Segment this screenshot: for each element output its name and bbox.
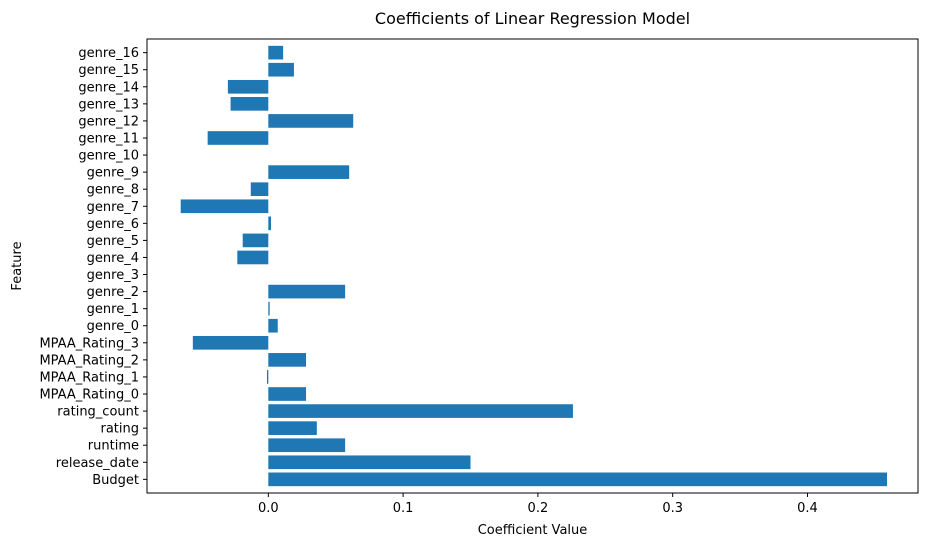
x-tick-label: 0.3 — [662, 501, 683, 516]
y-tick-label: runtime — [88, 439, 139, 454]
x-tick-label: 0.2 — [528, 501, 549, 516]
bar-release_date — [268, 455, 471, 470]
bar-genre_6 — [268, 216, 272, 231]
bar-genre_15 — [268, 62, 294, 77]
y-tick-label: MPAA_Rating_1 — [39, 370, 139, 385]
y-tick-label: genre_4 — [87, 251, 139, 266]
y-tick-label: genre_0 — [87, 319, 139, 334]
bar-genre_5 — [242, 233, 269, 248]
bar-genre_4 — [237, 250, 269, 265]
bar-genre_14 — [227, 79, 269, 94]
y-tick-label: Budget — [92, 473, 139, 488]
bar-genre_1 — [268, 301, 270, 316]
bar-genre_2 — [268, 284, 346, 299]
y-tick-label: genre_2 — [87, 285, 139, 300]
bar-genre_13 — [230, 97, 269, 111]
bar-genre_11 — [207, 131, 269, 145]
y-tick-label: genre_8 — [87, 183, 139, 198]
plot-frame — [146, 38, 919, 494]
y-tick-label: genre_9 — [87, 166, 139, 181]
y-tick-label: genre_10 — [78, 149, 139, 164]
bar-genre_7 — [180, 199, 269, 214]
bars-layer — [180, 45, 887, 487]
x-tick-label: 0.4 — [797, 501, 818, 516]
bar-Budget — [268, 472, 887, 487]
y-tick-label: MPAA_Rating_3 — [39, 336, 139, 351]
bar-genre_9 — [268, 165, 350, 179]
y-tick-label: genre_5 — [87, 234, 139, 249]
chart-title: Coefficients of Linear Regression Model — [375, 9, 690, 28]
y-tick-label: genre_7 — [87, 200, 139, 215]
bar-MPAA_Rating_0 — [268, 387, 307, 401]
bar-runtime — [268, 438, 346, 453]
y-tick-label: genre_1 — [87, 302, 139, 317]
y-tick-label: genre_12 — [78, 114, 139, 129]
y-tick-label: rating — [100, 422, 139, 437]
y-tick-label: MPAA_Rating_2 — [39, 353, 139, 368]
y-axis-label: Feature — [10, 241, 25, 290]
bar-genre_16 — [268, 45, 284, 60]
bar-rating — [268, 421, 317, 435]
bar-genre_8 — [250, 182, 269, 197]
y-tick-label: genre_3 — [87, 268, 139, 283]
bar-rating_count — [268, 404, 573, 418]
x-tick-label: 0.0 — [258, 501, 279, 516]
bar-genre_0 — [268, 318, 278, 333]
x-tick-label: 0.1 — [393, 501, 414, 516]
x-axis-ticks: 0.0 0.1 0.2 0.3 0.4 — [258, 493, 818, 516]
y-tick-label: genre_13 — [78, 97, 139, 112]
y-tick-label: genre_6 — [87, 217, 139, 232]
y-tick-label: rating_count — [57, 405, 139, 420]
bar-MPAA_Rating_3 — [192, 335, 269, 350]
y-tick-label: genre_15 — [78, 63, 139, 78]
y-tick-label: genre_14 — [78, 80, 139, 95]
y-tick-label: MPAA_Rating_0 — [39, 388, 139, 403]
y-tick-label: genre_16 — [78, 46, 139, 61]
x-axis-label: Coefficient Value — [478, 523, 588, 538]
y-axis-ticks: Budget release_date runtime rating rating_co… — [39, 46, 147, 488]
y-tick-label: release_date — [56, 456, 139, 471]
bar-genre_12 — [268, 114, 354, 128]
bar-MPAA_Rating_1 — [266, 370, 269, 384]
bar-MPAA_Rating_2 — [268, 353, 307, 367]
y-tick-label: genre_11 — [78, 131, 139, 146]
